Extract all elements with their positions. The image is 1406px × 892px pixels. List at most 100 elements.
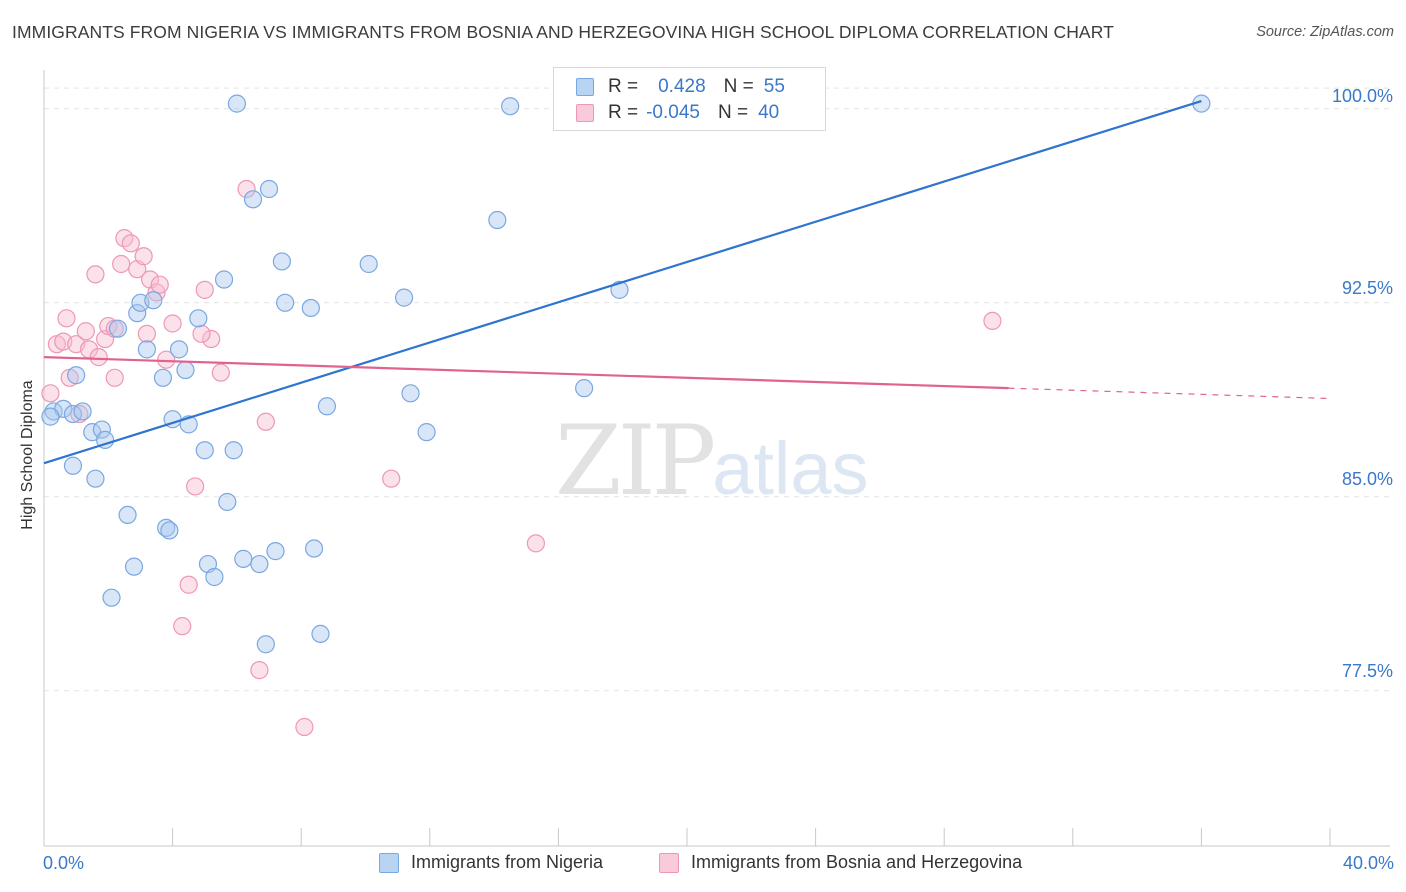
series-swatch-pink xyxy=(659,852,679,873)
nigeria-point-45 xyxy=(359,254,378,274)
bosnia-point-28 xyxy=(186,477,205,496)
bosnia-point-36 xyxy=(382,469,401,488)
nigeria-point-44 xyxy=(317,397,337,416)
bosnia-point-17 xyxy=(121,234,140,253)
bosnia-trend-line xyxy=(43,356,1009,390)
series-legend-bosnia: Immigrants from Bosnia and Herzegovina xyxy=(659,852,1022,873)
nigeria-point-16 xyxy=(137,340,156,359)
y-tick-label-92-5: 92.5% xyxy=(1341,278,1393,298)
y-axis-label: High School Diploma xyxy=(19,380,36,530)
bosnia-point-37 xyxy=(526,534,545,553)
nigeria-point-7 xyxy=(95,430,115,449)
nigeria-point-52 xyxy=(610,280,629,299)
nigeria-point-36 xyxy=(256,635,275,654)
legend-swatch-pink xyxy=(576,104,594,122)
y-tick-label-85: 85.0% xyxy=(1341,469,1393,489)
bosnia-point-10 xyxy=(89,348,108,367)
bosnia-point-33 xyxy=(250,661,269,680)
bosnia-point-25 xyxy=(163,314,182,333)
bosnia-trend-extension xyxy=(1008,387,1331,400)
nigeria-point-37 xyxy=(259,179,279,199)
nigeria-point-28 xyxy=(205,567,224,587)
nigeria-point-19 xyxy=(157,518,176,537)
bosnia-point-38 xyxy=(983,311,1002,331)
nigeria-point-23 xyxy=(176,360,195,380)
nigeria-point-13 xyxy=(102,588,121,607)
nigeria-point-30 xyxy=(218,492,237,512)
bosnia-point-20 xyxy=(137,324,156,343)
legend-r-value: -0.045 xyxy=(646,102,700,123)
bosnia-point-27 xyxy=(179,575,198,594)
nigeria-point-54 xyxy=(41,407,60,426)
nigeria-point-33 xyxy=(234,549,253,568)
nigeria-point-22 xyxy=(169,340,189,359)
legend-r-label: R = xyxy=(608,102,639,123)
y-tick-label-77-5: 77.5% xyxy=(1341,661,1393,681)
nigeria-point-34 xyxy=(243,190,263,209)
nigeria-point-26 xyxy=(195,441,214,460)
nigeria-point-29 xyxy=(214,270,234,289)
nigeria-point-48 xyxy=(417,423,436,442)
nigeria-point-35 xyxy=(250,554,269,574)
legend-n-label: N = xyxy=(723,76,754,97)
bosnia-point-3 xyxy=(57,309,76,328)
legend-row-nigeria: R = 0.428 N = 55 xyxy=(576,75,785,99)
bosnia-point-35 xyxy=(295,717,314,737)
nigeria-point-25 xyxy=(189,309,208,328)
nigeria-trend-line xyxy=(43,99,1202,465)
nigeria-point-10 xyxy=(108,319,128,338)
nigeria-point-46 xyxy=(394,288,414,307)
nigeria-point-9 xyxy=(86,469,105,488)
nigeria-point-3 xyxy=(73,402,92,421)
nigeria-point-14 xyxy=(128,304,147,323)
series-label-bosnia: Immigrants from Bosnia and Herzegovina xyxy=(691,852,1023,872)
legend-n-label: N = xyxy=(717,102,749,123)
bosnia-point-14 xyxy=(105,368,124,387)
bosnia-point-9 xyxy=(86,265,105,284)
nigeria-point-11 xyxy=(118,505,137,525)
nigeria-point-6 xyxy=(92,420,111,439)
nigeria-point-8 xyxy=(63,456,83,475)
nigeria-point-40 xyxy=(276,293,295,312)
legend-n-value: 40 xyxy=(758,102,780,123)
correlation-legend: R = 0.428 N = 55 R = -0.045 N = 40 xyxy=(553,67,826,131)
bosnia-point-6 xyxy=(70,404,89,424)
bosnia-point-39 xyxy=(192,324,211,343)
series-legend-nigeria: Immigrants from Nigeria xyxy=(379,852,603,873)
nigeria-point-41 xyxy=(301,298,320,318)
nigeria-point-50 xyxy=(501,97,520,116)
watermark: ZIPatlas xyxy=(555,405,869,517)
bosnia-point-7 xyxy=(76,322,95,341)
bosnia-point-26 xyxy=(173,617,192,636)
nigeria-point-38 xyxy=(266,542,285,561)
x-tick-label-max: 40.0% xyxy=(1342,853,1394,873)
bosnia-point-19 xyxy=(134,247,153,266)
nigeria-point-43 xyxy=(311,624,330,643)
nigeria-point-49 xyxy=(488,210,507,230)
watermark-atlas: atlas xyxy=(712,427,869,510)
bosnia-point-31 xyxy=(211,363,230,382)
series-label-nigeria: Immigrants from Nigeria xyxy=(411,852,604,872)
nigeria-point-17 xyxy=(144,291,163,310)
x-tick-label-min: 0.0% xyxy=(43,853,85,873)
bosnia-point-29 xyxy=(195,280,214,299)
chart-title: IMMIGRANTS FROM NIGERIA VS IMMIGRANTS FR… xyxy=(12,22,1114,42)
source-note: Source: ZipAtlas.com xyxy=(1256,24,1394,40)
bosnia-point-32 xyxy=(237,179,256,199)
bosnia-point-30 xyxy=(202,329,221,349)
legend-r-label: R = xyxy=(608,76,639,97)
nigeria-point-39 xyxy=(272,252,292,271)
legend-row-bosnia: R = -0.045 N = 40 xyxy=(576,101,779,125)
legend-n-value: 55 xyxy=(763,76,785,97)
nigeria-point-4 xyxy=(67,366,86,385)
nigeria-point-31 xyxy=(224,441,243,460)
watermark-zip: ZIP xyxy=(555,405,716,517)
bosnia-point-15 xyxy=(112,254,131,274)
nigeria-point-47 xyxy=(401,384,420,403)
nigeria-point-18 xyxy=(153,368,173,387)
series-swatch-blue xyxy=(379,852,399,873)
bosnia-point-34 xyxy=(256,412,275,431)
legend-swatch-blue xyxy=(576,78,594,96)
nigeria-point-20 xyxy=(160,521,179,540)
